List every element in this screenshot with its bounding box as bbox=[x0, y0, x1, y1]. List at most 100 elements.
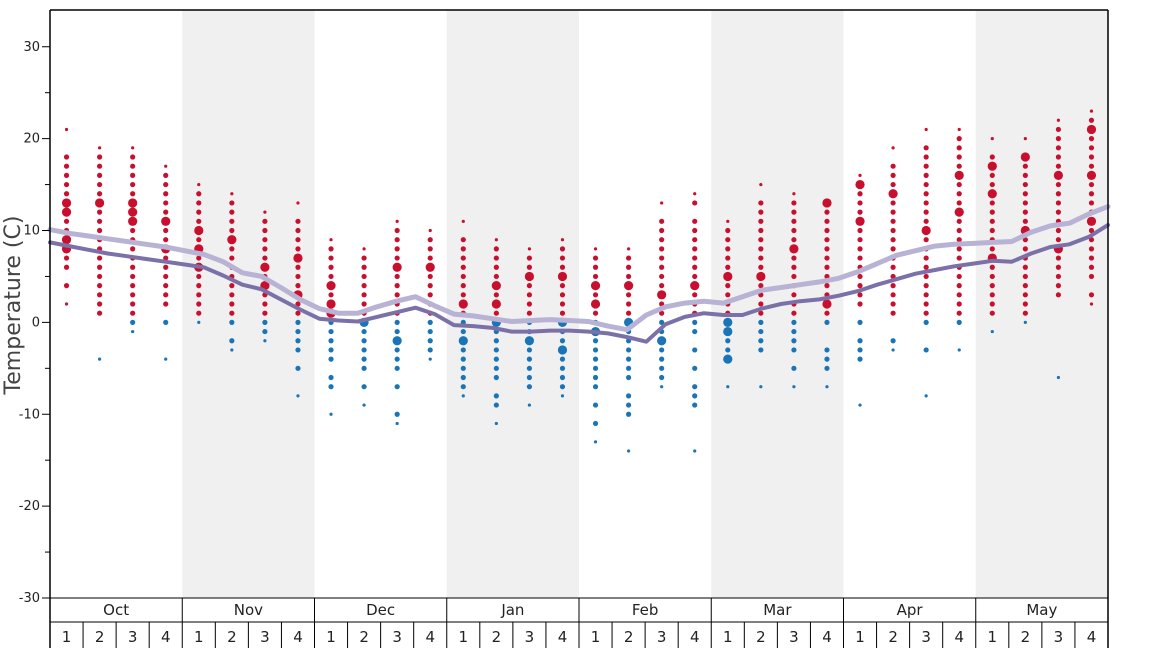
temp-dot bbox=[460, 365, 466, 371]
temp-dot bbox=[954, 170, 964, 180]
temp-dot bbox=[131, 146, 135, 150]
temp-dot bbox=[758, 347, 764, 353]
temp-dot bbox=[560, 238, 565, 242]
temp-dot bbox=[725, 347, 731, 353]
temp-dot bbox=[130, 154, 136, 160]
temp-dot bbox=[791, 200, 797, 206]
temp-dot bbox=[262, 328, 268, 335]
temp-dot bbox=[559, 310, 566, 316]
temp-dot bbox=[63, 218, 70, 224]
temp-dot bbox=[361, 338, 367, 344]
temp-dot bbox=[956, 227, 962, 234]
temp-dot bbox=[1022, 283, 1028, 289]
temp-dot bbox=[1088, 255, 1095, 261]
temp-dot bbox=[659, 237, 665, 243]
temp-dot bbox=[989, 209, 995, 215]
temp-dot bbox=[791, 255, 797, 261]
temp-dot bbox=[855, 179, 865, 190]
temp-dot bbox=[460, 237, 466, 243]
temp-dot bbox=[428, 228, 432, 233]
temp-dot bbox=[230, 348, 234, 352]
temp-dot bbox=[890, 283, 896, 289]
temp-dot bbox=[824, 283, 830, 289]
week-label: 3 bbox=[128, 628, 138, 646]
temp-dot bbox=[96, 273, 103, 280]
temp-dot bbox=[592, 374, 599, 381]
temp-dot bbox=[957, 127, 961, 132]
temp-dot bbox=[262, 301, 268, 307]
temp-dot bbox=[659, 246, 665, 252]
temp-dot bbox=[163, 301, 169, 307]
temp-dot bbox=[229, 283, 235, 289]
temp-dot bbox=[987, 161, 997, 171]
temp-dot bbox=[659, 218, 665, 224]
temp-dot bbox=[61, 235, 72, 245]
temp-dot bbox=[956, 191, 962, 197]
temp-dot bbox=[130, 292, 136, 298]
temp-dot bbox=[1088, 163, 1095, 169]
temp-dot bbox=[524, 271, 535, 282]
temp-dot bbox=[130, 319, 136, 325]
temp-dot bbox=[295, 227, 301, 234]
temp-dot bbox=[63, 255, 70, 261]
temp-dot bbox=[196, 237, 202, 243]
week-label: 3 bbox=[392, 628, 402, 646]
temp-dot bbox=[64, 302, 69, 306]
temp-dot bbox=[758, 200, 764, 206]
temp-dot bbox=[128, 207, 138, 217]
temp-dot bbox=[96, 310, 103, 316]
temp-dot bbox=[63, 163, 70, 169]
temp-dot bbox=[1022, 264, 1028, 270]
temp-dot bbox=[196, 191, 202, 197]
temp-dot bbox=[63, 191, 70, 197]
temp-dot bbox=[923, 273, 929, 280]
temp-dot bbox=[196, 200, 202, 206]
temp-dot bbox=[692, 384, 698, 390]
temp-dot bbox=[130, 191, 136, 197]
temp-dot bbox=[328, 255, 334, 261]
temp-dot bbox=[559, 292, 566, 298]
temp-dot bbox=[1022, 172, 1028, 178]
temp-dot bbox=[229, 338, 235, 344]
temp-dot bbox=[725, 246, 731, 252]
temp-dot bbox=[791, 273, 797, 280]
temp-dot bbox=[791, 319, 797, 325]
week-label: 3 bbox=[921, 628, 931, 646]
temp-dot bbox=[427, 328, 433, 335]
temp-dot bbox=[989, 172, 995, 178]
temp-dot bbox=[1022, 209, 1028, 215]
temp-dot bbox=[857, 292, 863, 298]
temp-dot bbox=[891, 348, 895, 352]
temp-dot bbox=[526, 264, 533, 270]
temp-dot bbox=[196, 283, 202, 289]
temp-dot bbox=[524, 336, 535, 346]
temp-dot bbox=[726, 385, 730, 389]
temp-dot bbox=[1088, 246, 1095, 252]
temp-dot bbox=[723, 317, 733, 327]
temp-dot bbox=[130, 273, 136, 280]
temp-dot bbox=[559, 356, 566, 362]
temp-dot bbox=[295, 218, 301, 224]
temp-dot bbox=[229, 310, 235, 316]
temp-dot bbox=[96, 255, 103, 261]
temp-dot bbox=[128, 198, 138, 208]
temp-dot bbox=[890, 227, 896, 234]
temp-dot bbox=[96, 301, 103, 307]
temp-dot bbox=[460, 356, 466, 362]
temp-dot bbox=[394, 347, 400, 353]
temp-dot bbox=[425, 262, 435, 272]
temp-dot bbox=[758, 338, 764, 344]
temp-dot bbox=[493, 374, 499, 381]
temp-dot bbox=[130, 301, 136, 307]
temp-dot bbox=[328, 328, 334, 335]
temp-dot bbox=[196, 273, 202, 280]
temp-dot bbox=[394, 255, 400, 261]
temp-dot bbox=[858, 403, 862, 407]
temp-dot bbox=[361, 328, 367, 335]
temp-dot bbox=[130, 163, 136, 169]
temp-dot bbox=[824, 209, 830, 215]
temp-dot bbox=[923, 191, 929, 197]
temp-dot bbox=[164, 357, 168, 361]
temp-dot bbox=[659, 356, 665, 362]
temp-dot bbox=[923, 255, 929, 261]
